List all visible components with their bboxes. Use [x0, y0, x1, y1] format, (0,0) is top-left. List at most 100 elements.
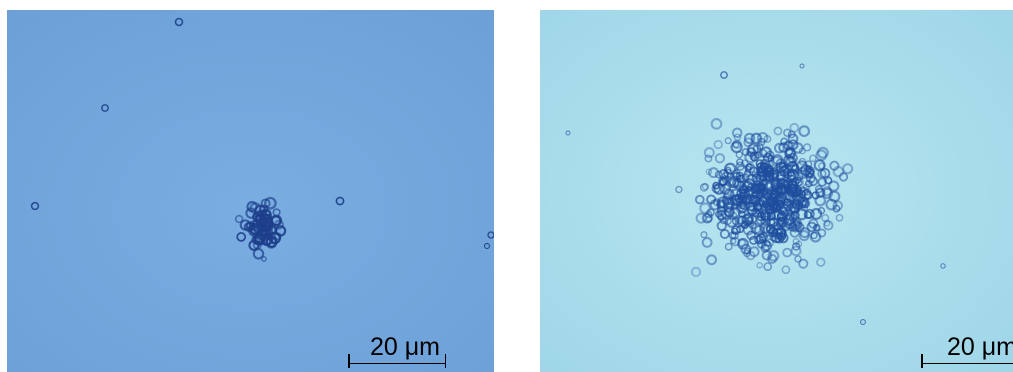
cell	[731, 127, 743, 139]
cell	[832, 200, 843, 211]
cell	[234, 214, 244, 224]
micrograph-panel-left: 20 μm	[7, 10, 494, 372]
cell	[754, 151, 762, 159]
cell	[779, 206, 790, 217]
cell	[264, 196, 277, 210]
cell	[802, 143, 812, 152]
cell	[832, 204, 841, 213]
cell	[755, 215, 766, 225]
cell	[724, 242, 733, 251]
cell	[782, 217, 790, 225]
scale-bar-tick	[921, 354, 923, 368]
cell	[773, 126, 783, 136]
cell	[754, 235, 764, 245]
cell-cluster-left	[234, 196, 287, 260]
cell	[260, 198, 271, 209]
cell	[724, 217, 732, 225]
cell	[797, 199, 807, 209]
cell	[792, 242, 801, 251]
cell	[821, 186, 832, 197]
cell	[737, 192, 746, 201]
cell	[743, 132, 756, 145]
cell	[818, 162, 826, 170]
single-cells-right	[565, 63, 946, 325]
cell	[744, 151, 757, 164]
cell	[261, 256, 267, 262]
cell	[802, 183, 810, 191]
scale-bar-tick	[444, 354, 446, 368]
cell	[796, 192, 806, 203]
cell	[803, 210, 812, 220]
cell	[790, 245, 802, 257]
cell	[724, 137, 732, 145]
cell	[758, 148, 768, 158]
cell	[823, 219, 831, 227]
cell	[795, 240, 803, 248]
scale-bar-line-left	[348, 362, 446, 364]
cell	[719, 228, 730, 240]
cell	[814, 185, 823, 194]
cell	[799, 63, 805, 69]
cell	[722, 201, 735, 213]
cell	[763, 262, 773, 272]
cell	[750, 132, 763, 145]
micrograph-image-right	[540, 10, 1013, 372]
cell	[712, 182, 720, 190]
cell	[736, 196, 748, 208]
cell	[814, 194, 826, 207]
cell	[788, 202, 801, 215]
cell	[774, 142, 785, 154]
cell	[829, 160, 840, 171]
cell	[798, 157, 807, 166]
cell	[731, 217, 740, 226]
cell	[715, 210, 723, 218]
cell	[701, 183, 709, 191]
cell	[808, 176, 819, 187]
cell	[776, 231, 787, 242]
cell	[699, 183, 709, 192]
scale-bar-line-right	[921, 362, 1013, 364]
cell	[791, 163, 800, 172]
cell	[781, 265, 791, 275]
cell	[789, 185, 802, 198]
cell	[731, 201, 739, 210]
cell	[838, 172, 849, 182]
cell	[761, 240, 772, 252]
cell	[721, 175, 730, 183]
cell	[794, 222, 805, 233]
cell	[752, 203, 764, 215]
cell	[733, 133, 742, 142]
cell	[768, 217, 779, 227]
cell	[729, 179, 737, 186]
cell	[817, 207, 826, 215]
cell	[763, 135, 772, 143]
cell	[823, 220, 834, 231]
cell	[703, 147, 715, 159]
cell	[487, 231, 494, 239]
cell	[842, 163, 854, 175]
cell	[782, 247, 793, 258]
cell	[860, 319, 866, 325]
cell	[101, 104, 109, 112]
cell	[821, 187, 834, 200]
cell	[767, 250, 780, 262]
cell	[713, 139, 723, 150]
cell	[790, 210, 800, 221]
cell	[335, 196, 345, 206]
cell	[269, 225, 278, 234]
cell	[565, 130, 571, 136]
cell	[729, 237, 737, 245]
scale-bar-right: 20 μm	[921, 328, 1013, 368]
cell	[736, 158, 744, 166]
cell	[174, 17, 184, 27]
cell	[765, 238, 774, 248]
cell	[816, 257, 826, 267]
scale-bar-tick	[348, 354, 350, 368]
cell	[794, 255, 802, 263]
cell	[737, 202, 749, 214]
cell	[248, 239, 260, 251]
cell	[816, 146, 829, 159]
cell	[725, 166, 732, 174]
cell	[755, 233, 767, 244]
scale-bar-label-left: 20 μm	[370, 333, 440, 361]
